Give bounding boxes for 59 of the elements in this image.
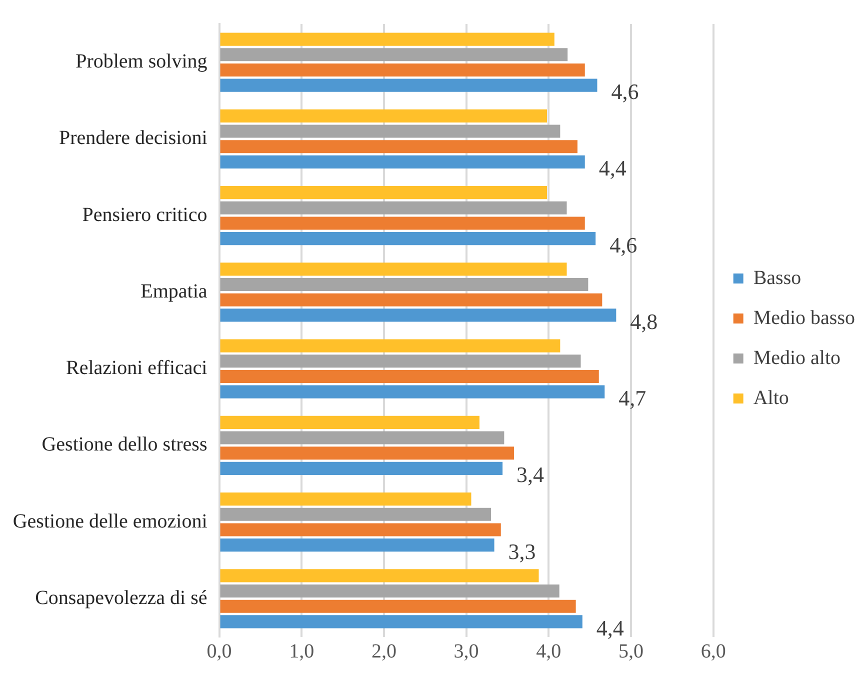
bar xyxy=(220,416,480,429)
data-label: 3,3 xyxy=(508,538,536,564)
bar xyxy=(220,48,568,62)
bar xyxy=(220,201,567,214)
x-tick-label: 5,0 xyxy=(618,640,644,662)
legend-label: Basso xyxy=(753,266,802,289)
data-label: 4,6 xyxy=(611,79,639,104)
y-tick-label: Pensiero critico xyxy=(82,204,208,226)
y-tick-label: Gestione delle emozioni xyxy=(12,510,208,532)
legend-label: Medio basso xyxy=(753,306,856,329)
y-tick-label: Gestione dello stress xyxy=(42,434,208,456)
bar xyxy=(220,339,560,352)
x-tick-label: 0,0 xyxy=(206,640,232,662)
bar xyxy=(220,262,567,276)
y-tick-label: Prendere decisioni xyxy=(58,127,208,150)
y-tick-label: Problem solving xyxy=(76,50,208,73)
bar xyxy=(220,155,585,168)
bar xyxy=(220,216,585,230)
y-tick-label: Relazioni efficaci xyxy=(66,357,208,380)
bar xyxy=(220,232,596,246)
y-tick-label: Empatia xyxy=(140,280,208,302)
x-tick-label: 6,0 xyxy=(700,640,726,662)
bar xyxy=(220,109,547,122)
legend-label: Medio alto xyxy=(753,346,841,369)
bar xyxy=(220,186,547,200)
y-tick-label: Consapevolezza di sé xyxy=(35,586,208,609)
bar xyxy=(220,124,560,138)
x-tick-label: 4,0 xyxy=(536,640,562,662)
x-tick-label: 3,0 xyxy=(454,640,479,662)
bar xyxy=(220,508,491,521)
bar xyxy=(220,431,504,444)
bar xyxy=(220,293,602,306)
x-tick-label: 2,0 xyxy=(371,640,396,662)
bar xyxy=(220,354,581,368)
bar xyxy=(220,278,588,292)
bar xyxy=(220,308,616,322)
data-label: 4,7 xyxy=(618,386,646,411)
bar xyxy=(220,523,501,536)
bar xyxy=(220,63,585,76)
bar xyxy=(220,615,582,628)
bar xyxy=(220,140,578,154)
data-label: 3,4 xyxy=(516,462,544,488)
bar xyxy=(220,584,560,598)
bar xyxy=(220,32,554,46)
data-label: 4,6 xyxy=(610,232,638,258)
data-label: 4,8 xyxy=(630,308,658,334)
x-tick-label: 1,0 xyxy=(289,640,314,662)
data-label: 4,4 xyxy=(596,615,624,640)
legend-label: Alto xyxy=(753,386,789,409)
bar xyxy=(220,370,599,383)
bar xyxy=(220,78,598,92)
bar xyxy=(220,569,539,582)
bar xyxy=(220,538,494,552)
bar xyxy=(220,600,576,613)
data-label: 4,4 xyxy=(598,156,626,181)
bar xyxy=(220,492,472,506)
bar xyxy=(220,462,503,475)
bar xyxy=(220,446,514,460)
bar xyxy=(220,385,605,398)
